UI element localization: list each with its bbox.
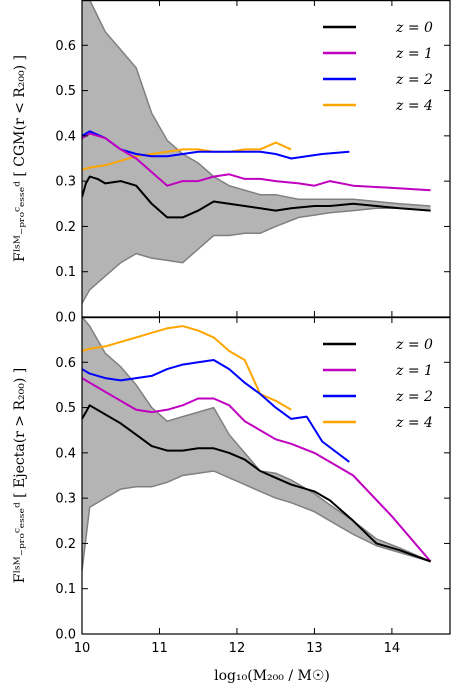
- bottom-scatter-band: [82, 317, 431, 571]
- bottom-band-lower-edge: [82, 470, 431, 571]
- top-legend-label-z4: z = 4: [395, 98, 433, 114]
- x-tick-label: 13: [306, 641, 323, 656]
- top-series-line-z0: [82, 175, 431, 219]
- x-tick-label: 11: [151, 641, 168, 656]
- top-y-tick-label: 0.2: [55, 220, 76, 235]
- bottom-series-line-z2: [82, 359, 350, 463]
- bottom-y-axis-label: Fᴵˢᴹ₋ₚᵣₒᶜₑₛₛₑᵈ [ Ejecta(r > R₂₀₀) ]: [12, 368, 28, 583]
- top-plot-area: [82, 0, 431, 304]
- top-y-tick-label: 0.4: [55, 129, 76, 144]
- top-legend: z = 0 z = 1 z = 2 z = 4: [323, 20, 433, 114]
- bottom-y-tick-label: 0.4: [55, 446, 76, 461]
- bottom-series-line-z1: [82, 377, 432, 563]
- bottom-y-tick-label: 0.1: [55, 582, 76, 597]
- top-legend-label-z2: z = 2: [395, 72, 433, 88]
- top-band-lower-edge: [82, 207, 431, 304]
- x-tick-label: 12: [229, 641, 246, 656]
- bottom-legend-label-z0: z = 0: [395, 337, 433, 353]
- top-series-line-z1: [82, 132, 431, 192]
- top-legend-label-z0: z = 0: [395, 20, 433, 36]
- bottom-legend-label-z4: z = 4: [395, 415, 433, 431]
- x-tick-label: 10: [74, 641, 91, 656]
- top-y-tick-label: 0.3: [55, 175, 76, 190]
- bottom-series-line-z0: [82, 404, 431, 563]
- bottom-legend: z = 0 z = 1 z = 2 z = 4: [323, 337, 433, 431]
- bottom-legend-label-z2: z = 2: [395, 389, 433, 405]
- bottom-legend-label-z1: z = 1: [395, 363, 433, 379]
- top-band-upper-edge: [82, 0, 431, 207]
- top-legend-label-z1: z = 1: [395, 46, 433, 62]
- top-y-tick-label: 0.1: [55, 265, 76, 280]
- bottom-y-tick-label: 0.0: [55, 628, 76, 643]
- top-panel: 0.0 0.1 0.2 0.3 0.4 0.5 0.6 Fᴵˢᴹ₋ₚᵣₒᶜₑₛₛₑᵈ [ CG…: [12, 0, 451, 326]
- top-y-tick-label: 0.5: [55, 84, 76, 99]
- x-axis-label: log₁₀(M₂₀₀ / M☉): [214, 668, 330, 684]
- bottom-band-upper-edge: [82, 317, 431, 563]
- top-y-tick-label: 0.6: [55, 39, 76, 54]
- top-y-tick-label: 0.0: [55, 311, 76, 326]
- top-series-line-z4: [82, 141, 292, 171]
- bottom-y-tick-label: 0.5: [55, 401, 76, 416]
- top-y-axis-label: Fᴵˢᴹ₋ₚᵣₒᶜₑₛₛₑᵈ [ CGM(r < R₂₀₀) ]: [12, 55, 28, 262]
- bottom-axes-frame: [81, 317, 451, 635]
- x-tick-label: 14: [384, 641, 401, 656]
- bottom-panel: 0.0 0.1 0.2 0.3 0.4 0.5 0.6 10 11 12 13 14 Fᴵˢᴹ₋ₚᵣₒᶜ…: [12, 317, 451, 656]
- bottom-plot-area: [82, 317, 432, 571]
- top-scatter-band: [82, 0, 431, 304]
- bottom-y-tick-label: 0.6: [55, 356, 76, 371]
- bottom-series-line-z4: [82, 325, 292, 411]
- bottom-y-tick-label: 0.2: [55, 537, 76, 552]
- bottom-y-tick-label: 0.3: [55, 492, 76, 507]
